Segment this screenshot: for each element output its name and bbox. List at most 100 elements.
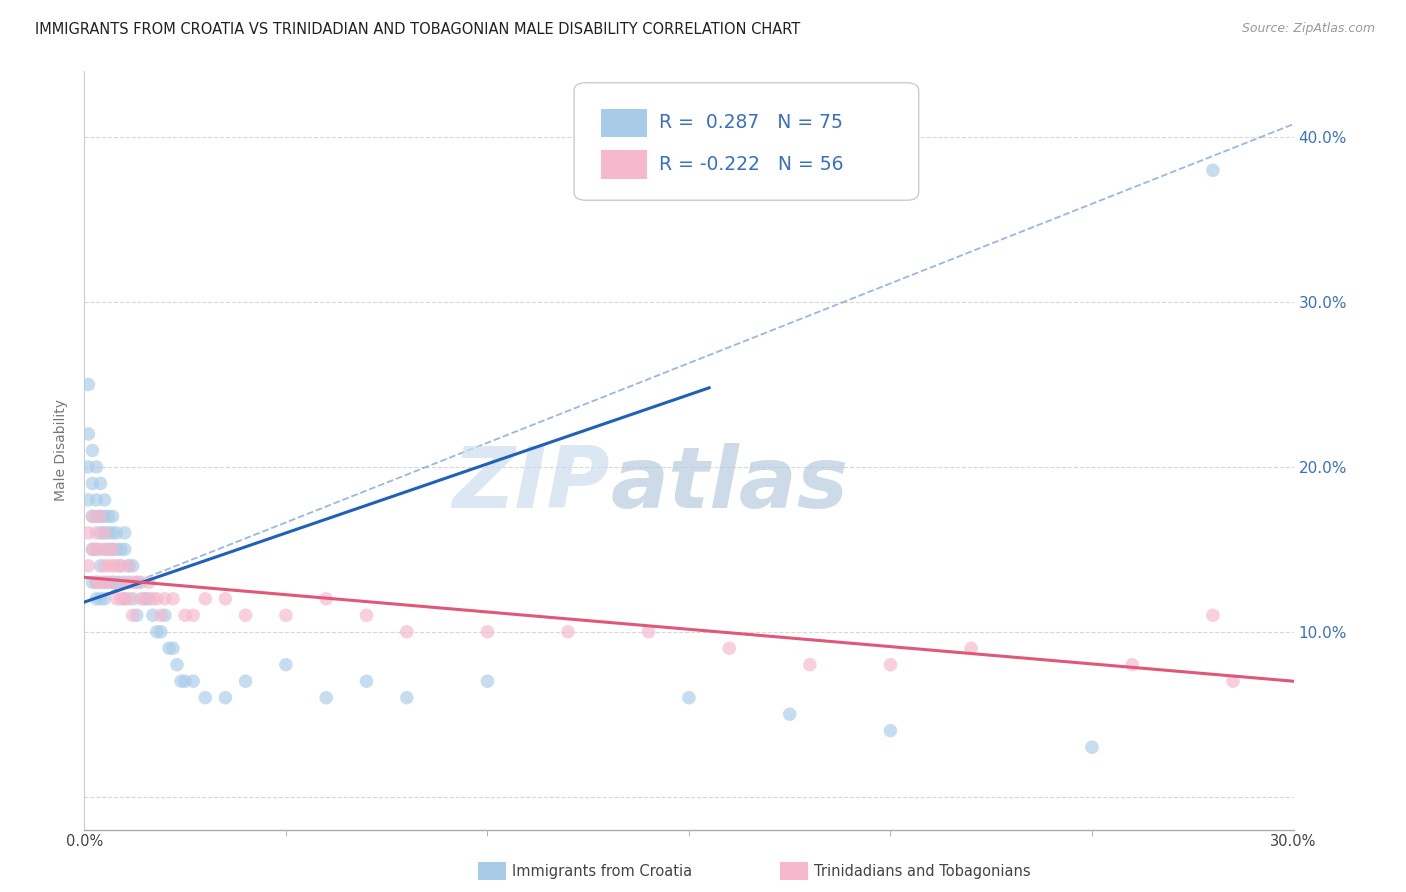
Point: [194, 591, 217, 606]
Text: Trinidadians and Tobagonians: Trinidadians and Tobagonians: [814, 864, 1031, 879]
Point: [315, 690, 337, 705]
Point: [235, 674, 257, 689]
Point: [105, 558, 128, 573]
Text: atlas: atlas: [610, 443, 848, 526]
Point: [678, 690, 700, 705]
Point: [86, 542, 108, 557]
Point: [1222, 674, 1244, 689]
Point: [89, 575, 111, 590]
Point: [1121, 657, 1143, 672]
Point: [101, 542, 124, 557]
Point: [105, 575, 128, 590]
Point: [121, 575, 143, 590]
Point: [879, 657, 901, 672]
Text: IMMIGRANTS FROM CROATIA VS TRINIDADIAN AND TOBAGONIAN MALE DISABILITY CORRELATIO: IMMIGRANTS FROM CROATIA VS TRINIDADIAN A…: [35, 22, 800, 37]
Point: [101, 542, 124, 557]
Point: [1081, 740, 1104, 755]
Point: [93, 525, 115, 540]
Point: [1202, 163, 1225, 178]
Point: [86, 459, 108, 474]
Point: [118, 558, 141, 573]
Point: [82, 443, 104, 458]
Text: Immigrants from Croatia: Immigrants from Croatia: [512, 864, 692, 879]
Point: [356, 674, 378, 689]
Text: R = -0.222   N = 56: R = -0.222 N = 56: [659, 155, 844, 174]
Point: [105, 542, 128, 557]
Point: [166, 657, 188, 672]
Point: [93, 509, 115, 524]
FancyBboxPatch shape: [574, 83, 918, 201]
Point: [97, 558, 120, 573]
Point: [86, 591, 108, 606]
Point: [101, 525, 124, 540]
Point: [93, 542, 115, 557]
Point: [146, 624, 169, 639]
Point: [93, 492, 115, 507]
Point: [477, 674, 499, 689]
Point: [89, 542, 111, 557]
Point: [149, 608, 172, 623]
Point: [114, 591, 136, 606]
Point: [89, 476, 111, 491]
Point: [114, 542, 136, 557]
Point: [110, 591, 132, 606]
Point: [129, 575, 152, 590]
Point: [82, 542, 104, 557]
Point: [194, 690, 217, 705]
Point: [153, 591, 176, 606]
Point: [637, 624, 659, 639]
Point: [93, 575, 115, 590]
Point: [86, 575, 108, 590]
Point: [110, 542, 132, 557]
Point: [101, 575, 124, 590]
Point: [134, 591, 156, 606]
Point: [274, 608, 297, 623]
Point: [153, 608, 176, 623]
Point: [214, 690, 236, 705]
Point: [110, 558, 132, 573]
Point: [89, 525, 111, 540]
Point: [170, 674, 193, 689]
Point: [93, 525, 115, 540]
Point: [181, 608, 204, 623]
Point: [134, 591, 156, 606]
Point: [477, 624, 499, 639]
Point: [142, 608, 165, 623]
Point: [86, 575, 108, 590]
Point: [121, 558, 143, 573]
Point: [89, 509, 111, 524]
Point: [77, 427, 100, 442]
Point: [110, 575, 132, 590]
Point: [82, 575, 104, 590]
Point: [86, 492, 108, 507]
Point: [214, 591, 236, 606]
Point: [105, 525, 128, 540]
Point: [77, 492, 100, 507]
Point: [114, 575, 136, 590]
Point: [138, 575, 160, 590]
Point: [274, 657, 297, 672]
Point: [162, 641, 184, 656]
Bar: [600, 150, 647, 179]
Point: [89, 591, 111, 606]
Point: [557, 624, 579, 639]
Point: [82, 509, 104, 524]
Point: [110, 558, 132, 573]
Point: [89, 509, 111, 524]
Point: [77, 558, 100, 573]
Point: [879, 723, 901, 738]
Point: [82, 542, 104, 557]
Point: [146, 591, 169, 606]
Point: [960, 641, 983, 656]
Point: [125, 608, 148, 623]
Point: [93, 591, 115, 606]
Point: [162, 591, 184, 606]
Point: [181, 674, 204, 689]
Point: [121, 608, 143, 623]
Point: [149, 624, 172, 639]
Point: [799, 657, 821, 672]
Point: [114, 525, 136, 540]
Point: [315, 591, 337, 606]
Point: [97, 542, 120, 557]
Point: [93, 558, 115, 573]
